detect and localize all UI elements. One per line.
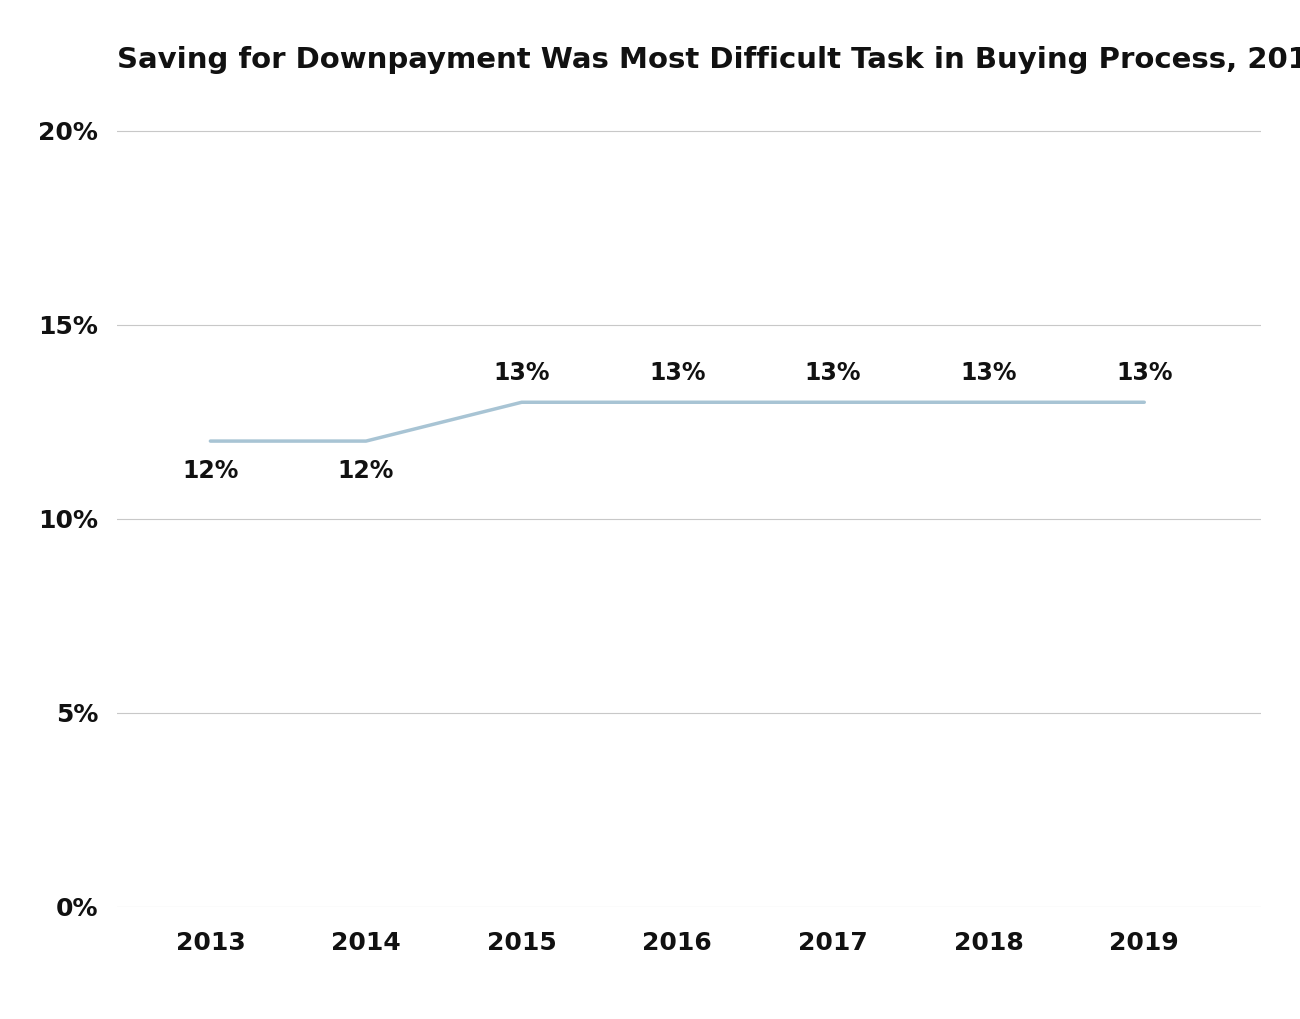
Text: 13%: 13% bbox=[961, 361, 1017, 385]
Text: 13%: 13% bbox=[494, 361, 550, 385]
Text: 13%: 13% bbox=[805, 361, 861, 385]
Text: 13%: 13% bbox=[649, 361, 706, 385]
Text: 12%: 12% bbox=[338, 459, 394, 483]
Text: Saving for Downpayment Was Most Difficult Task in Buying Process, 2013–2019: Saving for Downpayment Was Most Difficul… bbox=[117, 46, 1300, 73]
Text: 13%: 13% bbox=[1115, 361, 1173, 385]
Text: 12%: 12% bbox=[182, 459, 239, 483]
